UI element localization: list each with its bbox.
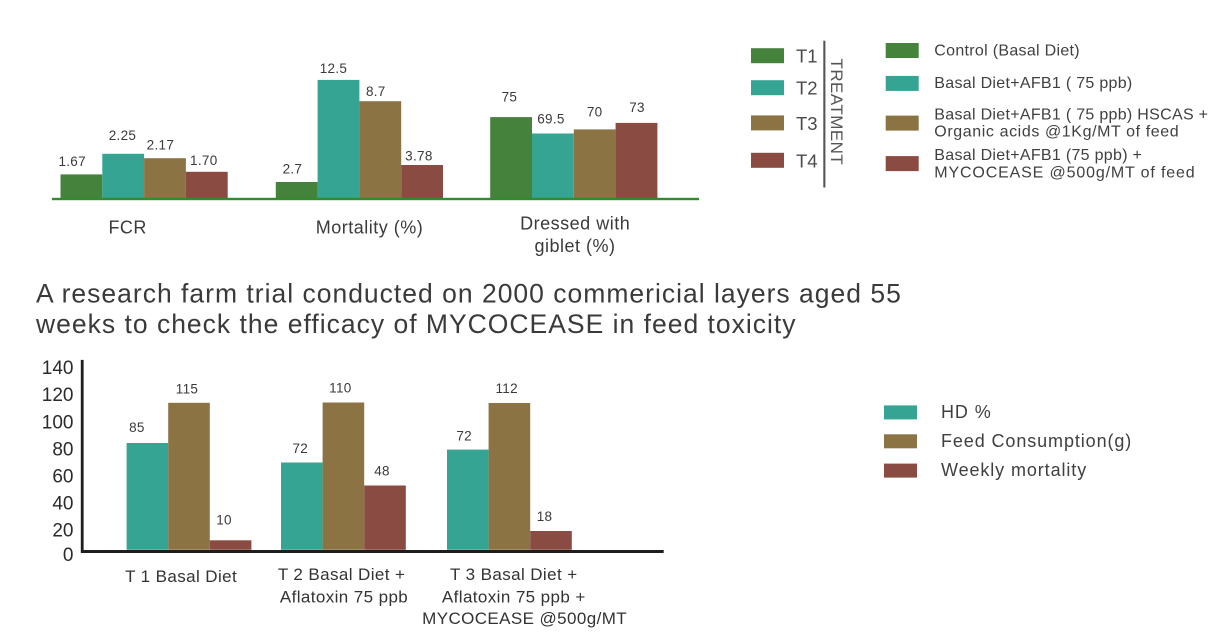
svg-text:3.78: 3.78: [405, 149, 432, 164]
svg-text:Basal Diet+AFB1 ( 75 ppb): Basal Diet+AFB1 ( 75 ppb): [934, 75, 1132, 92]
svg-text:20: 20: [52, 521, 73, 542]
svg-text:T1: T1: [796, 46, 818, 67]
svg-text:FCR: FCR: [108, 217, 147, 237]
svg-text:MYCOCEASE @500g/MT: MYCOCEASE @500g/MT: [422, 609, 627, 628]
svg-text:T 2 Basal Diet +: T 2 Basal Diet +: [278, 565, 406, 584]
svg-text:80: 80: [52, 439, 73, 460]
svg-text:2.17: 2.17: [147, 138, 174, 153]
svg-text:A research farm trial conducte: A research farm trial conducted on 2000 …: [36, 278, 902, 308]
svg-text:Aflatoxin 75 ppb: Aflatoxin 75 ppb: [280, 588, 408, 607]
svg-text:69.5: 69.5: [537, 111, 564, 126]
svg-text:18: 18: [537, 509, 553, 524]
svg-text:T3: T3: [796, 113, 818, 134]
svg-text:40: 40: [52, 494, 73, 515]
svg-text:100: 100: [42, 412, 74, 433]
svg-text:Feed Consumption(g): Feed Consumption(g): [941, 431, 1132, 451]
svg-text:weeks to check the efficacy of: weeks to check the efficacy of MYCOCEASE…: [35, 309, 797, 339]
svg-text:Control (Basal Diet): Control (Basal Diet): [934, 43, 1080, 60]
svg-text:Basal Diet+AFB1 (75 ppb) +: Basal Diet+AFB1 (75 ppb) +: [934, 147, 1142, 164]
svg-text:TREATMENT: TREATMENT: [827, 59, 846, 166]
svg-text:Aflatoxin 75 ppb +: Aflatoxin 75 ppb +: [442, 588, 586, 607]
svg-text:72: 72: [292, 441, 308, 456]
svg-text:12.5: 12.5: [320, 61, 347, 76]
svg-text:85: 85: [129, 420, 145, 435]
svg-text:120: 120: [42, 385, 74, 406]
svg-text:Weekly mortality: Weekly mortality: [941, 460, 1087, 480]
svg-text:Mortality (%): Mortality (%): [316, 217, 424, 237]
svg-text:140: 140: [42, 358, 74, 379]
svg-text:MYCOCEASE @500g/MT of feed: MYCOCEASE @500g/MT of feed: [934, 164, 1195, 181]
svg-text:2.7: 2.7: [283, 161, 303, 176]
svg-text:70: 70: [587, 105, 603, 120]
svg-text:112: 112: [495, 381, 517, 396]
svg-text:8.7: 8.7: [366, 84, 386, 99]
svg-text:T4: T4: [796, 150, 818, 171]
svg-text:HD %: HD %: [941, 402, 992, 422]
svg-text:10: 10: [216, 513, 232, 528]
svg-text:1.70: 1.70: [190, 153, 217, 168]
svg-text:2.25: 2.25: [109, 128, 136, 143]
svg-text:48: 48: [374, 464, 390, 479]
svg-text:giblet (%): giblet (%): [534, 236, 615, 256]
svg-text:Organic acids @1Kg/MT of feed: Organic acids @1Kg/MT of feed: [934, 123, 1179, 140]
svg-text:Dressed with: Dressed with: [520, 213, 630, 233]
svg-text:Basal Diet+AFB1 ( 75 ppb) HSCA: Basal Diet+AFB1 ( 75 ppb) HSCAS +: [934, 106, 1208, 123]
svg-text:75: 75: [502, 89, 518, 104]
svg-text:60: 60: [52, 466, 73, 487]
svg-text:0: 0: [63, 545, 74, 566]
svg-text:1.67: 1.67: [58, 154, 85, 169]
svg-text:73: 73: [629, 100, 645, 115]
svg-text:115: 115: [176, 381, 198, 396]
svg-text:T 1 Basal Diet: T 1 Basal Diet: [125, 567, 237, 586]
svg-text:110: 110: [329, 381, 351, 396]
svg-text:T2: T2: [796, 78, 818, 99]
svg-text:72: 72: [456, 428, 472, 443]
svg-text:T 3 Basal Diet +: T 3 Basal Diet +: [450, 565, 578, 584]
